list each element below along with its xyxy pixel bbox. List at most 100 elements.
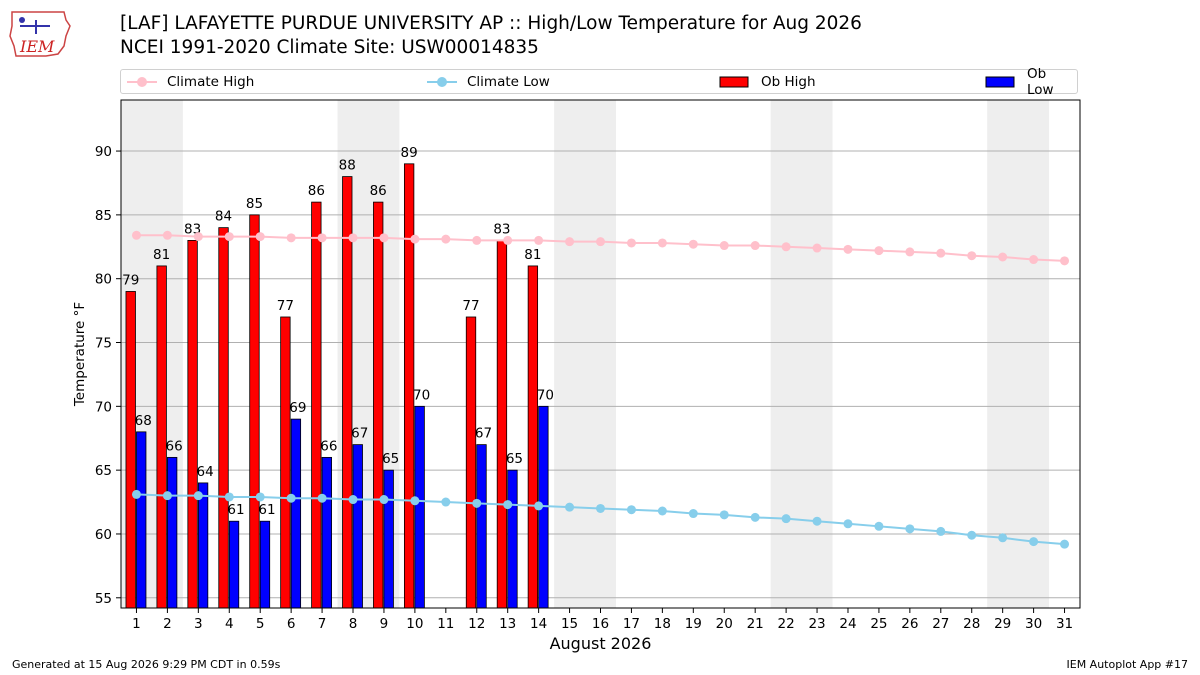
- climate-low-point: [719, 510, 729, 520]
- climate-low-point: [441, 497, 451, 507]
- legend-label-climate-high: Climate High: [167, 74, 255, 90]
- weekend-band: [770, 100, 833, 608]
- footer-generated: Generated at 15 Aug 2026 9:29 PM CDT in …: [12, 658, 281, 671]
- ob-high-bar: [249, 214, 260, 609]
- ob-high-label: 85: [246, 196, 263, 212]
- x-tick-label: 25: [870, 616, 887, 632]
- climate-low-point: [472, 498, 482, 508]
- legend-item-ob-low: Ob Low: [985, 66, 1077, 98]
- climate-low-point: [348, 495, 358, 505]
- climate-high-point: [565, 237, 575, 247]
- climate-high-point: [936, 248, 946, 258]
- x-tick-label: 9: [380, 616, 389, 632]
- ob-low-bar: [414, 405, 425, 609]
- ob-low-label: 65: [382, 451, 399, 467]
- climate-high-point: [1060, 256, 1070, 266]
- climate-high-point: [781, 242, 791, 252]
- ob-low-label: 65: [506, 451, 523, 467]
- ob-low-label: 66: [166, 438, 183, 454]
- x-tick-label: 10: [406, 616, 423, 632]
- ob-low-label: 70: [537, 387, 554, 403]
- climate-high-point: [688, 239, 698, 249]
- ob-high-label: 77: [277, 298, 294, 314]
- ob-high-label: 86: [308, 183, 325, 199]
- x-tick-label: 29: [994, 616, 1011, 632]
- ob-low-bar: [476, 444, 487, 609]
- climate-low-point: [255, 492, 265, 502]
- climate-high-point: [255, 232, 265, 242]
- climate-high-point: [750, 241, 760, 251]
- ob-high-label: 86: [370, 183, 387, 199]
- footer-app: IEM Autoplot App #17: [1066, 658, 1189, 671]
- climate-high-point: [503, 235, 513, 245]
- climate-low-point: [998, 533, 1008, 543]
- ob-high-label: 84: [215, 209, 232, 225]
- climate-high-point: [626, 238, 636, 248]
- legend-item-climate-low: Climate Low: [425, 73, 550, 91]
- climate-low-point: [967, 530, 977, 540]
- climate-high-point: [348, 233, 358, 243]
- ob-low-label: 67: [351, 426, 368, 442]
- y-tick-label: 70: [95, 399, 112, 415]
- climate-low-point: [131, 489, 141, 499]
- ob-low-bar: [197, 482, 209, 609]
- climate-low-point: [565, 502, 575, 512]
- x-tick-label: 12: [468, 616, 485, 632]
- ob-high-bar: [465, 316, 477, 609]
- legend-item-ob-high: Ob High: [719, 73, 816, 91]
- ob-low-label: 67: [475, 426, 492, 442]
- x-tick-label: 8: [349, 616, 358, 632]
- weekend-band: [987, 100, 1050, 608]
- ob-low-bar: [136, 431, 147, 609]
- ob-low-bar: [290, 418, 302, 609]
- x-tick-label: 15: [561, 616, 578, 632]
- climate-low-point: [503, 500, 513, 510]
- climate-high-point: [843, 244, 853, 254]
- climate-low-point: [688, 509, 698, 519]
- ob-high-bar: [496, 240, 508, 609]
- ob-high-label: 81: [153, 247, 170, 263]
- climate-high-point: [812, 243, 822, 253]
- climate-low-point: [379, 495, 389, 505]
- chart-title: [LAF] LAFAYETTE PURDUE UNIVERSITY AP :: …: [120, 13, 862, 34]
- x-tick-label: 24: [839, 616, 856, 632]
- x-tick-label: 23: [808, 616, 825, 632]
- climate-low-point: [843, 519, 853, 529]
- x-axis-label: August 2026: [550, 634, 652, 653]
- climate-high-point: [719, 241, 729, 251]
- ob-high-label: 89: [401, 145, 418, 161]
- y-tick-label: 85: [95, 208, 112, 224]
- x-tick-label: 1: [132, 616, 141, 632]
- climate-high-point: [998, 252, 1008, 262]
- x-tick-label: 28: [963, 616, 980, 632]
- climate-low-point: [534, 501, 544, 511]
- climate-low-point: [1029, 537, 1039, 547]
- legend-marker-climate-high: [127, 77, 157, 87]
- climate-high-point: [596, 237, 605, 247]
- ob-high-bar: [125, 291, 136, 609]
- ob-low-bar: [321, 456, 332, 609]
- climate-high-point: [162, 230, 172, 240]
- x-tick-label: 27: [932, 616, 949, 632]
- ob-high-bar: [527, 265, 539, 609]
- ob-low-bar: [383, 469, 394, 609]
- climate-low-point: [874, 521, 884, 531]
- ob-low-label: 69: [289, 400, 306, 416]
- climate-low-point: [750, 512, 760, 522]
- climate-high-point: [441, 234, 451, 244]
- climate-high-point: [1029, 255, 1039, 265]
- iem-logo: IEM: [6, 6, 72, 60]
- climate-low-point: [162, 491, 172, 501]
- x-tick-label: 19: [685, 616, 702, 632]
- climate-low-point: [410, 496, 420, 506]
- climate-high-point: [905, 247, 915, 257]
- legend-label-ob-low: Ob Low: [1026, 66, 1054, 98]
- ob-high-bar: [218, 227, 229, 609]
- y-tick-label: 65: [95, 463, 112, 479]
- x-tick-label: 3: [194, 616, 203, 632]
- x-tick-label: 2: [163, 616, 172, 632]
- climate-high-point: [657, 238, 667, 248]
- ob-high-label: 83: [493, 221, 510, 237]
- x-tick-label: 11: [437, 616, 454, 632]
